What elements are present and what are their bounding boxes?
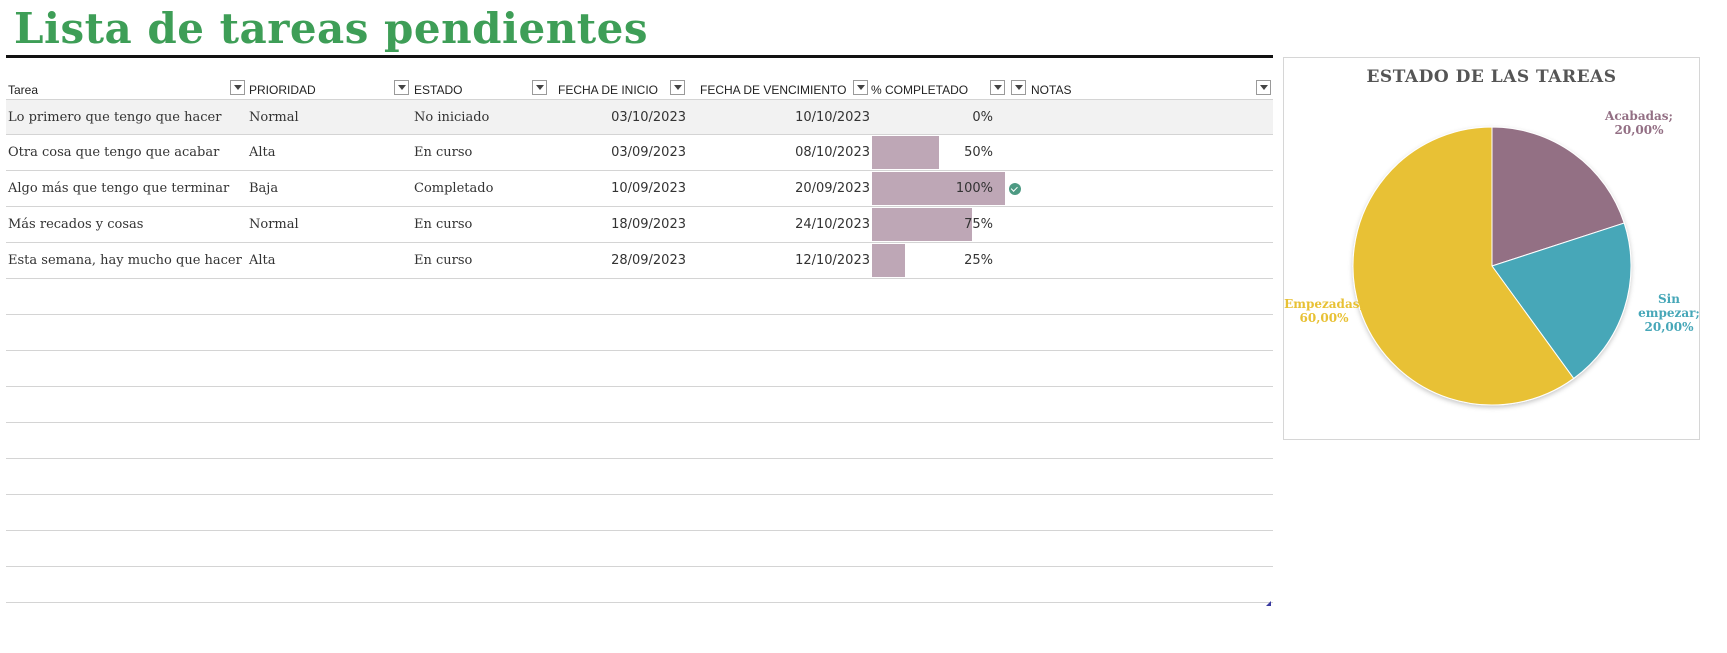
task-table: Tarea PRIORIDAD ESTADO FECHA DE INICIO F… [6,77,1273,603]
empty-row-cell[interactable] [8,495,1258,530]
task-name-cell[interactable]: Otra cosa que tengo que acabar [8,145,220,160]
filter-notes-dropdown-icon[interactable] [1256,80,1271,95]
start-date-cell[interactable]: 03/10/2023 [611,110,686,125]
page-title: Lista de tareas pendientes [14,4,648,53]
priority-cell[interactable]: Alta [249,145,276,160]
table-header: Tarea PRIORIDAD ESTADO FECHA DE INICIO F… [6,77,1273,99]
column-header-due-date: FECHA DE VENCIMIENTO [700,83,847,97]
table-row[interactable] [6,279,1273,315]
pie-slice[interactable] [1352,126,1575,406]
empty-row-cell[interactable] [8,279,1258,314]
pie-svg: Acabadas; 20,00% Sin empezar; 20,00% Empezada… [1284,109,1700,406]
column-header-status: ESTADO [414,83,463,97]
priority-cell[interactable]: Normal [249,110,299,125]
start-date-cell[interactable]: 18/09/2023 [611,217,686,232]
task-name-cell[interactable]: Esta semana, hay mucho que hacer [8,253,242,268]
table-row[interactable] [6,459,1273,495]
table-resize-handle[interactable] [1266,601,1271,606]
due-date-cell[interactable]: 10/10/2023 [795,110,870,125]
empty-row-cell[interactable] [8,315,1258,350]
progress-bar [872,136,939,169]
pie-slice[interactable] [1491,126,1625,267]
percent-complete-cell[interactable]: 0% [972,110,993,125]
empty-row-cell[interactable] [8,567,1258,602]
status-cell[interactable]: En curso [414,145,473,160]
table-row[interactable] [6,387,1273,423]
progress-bar [872,172,1005,205]
percent-complete-cell[interactable]: 50% [964,145,993,160]
due-date-cell[interactable]: 20/09/2023 [795,181,870,196]
pie-slice-label: Sin empezar; 20,00% [1638,292,1700,334]
percent-complete-cell[interactable]: 100% [955,181,993,196]
status-cell[interactable]: Completado [414,181,494,196]
pie-slice-label: Empezadas; 60,00% [1284,297,1364,325]
filter-notes-left-dropdown-icon[interactable] [1011,80,1026,95]
table-row[interactable] [6,315,1273,351]
empty-row-cell[interactable] [8,531,1258,566]
start-date-cell[interactable]: 03/09/2023 [611,145,686,160]
empty-row-cell[interactable] [8,351,1258,386]
column-header-percent: % COMPLETADO [871,83,969,97]
status-cell[interactable]: En curso [414,253,473,268]
priority-cell[interactable]: Baja [249,181,279,196]
table-row[interactable]: Más recados y cosas Normal En curso 18/09/2… [6,207,1273,243]
due-date-cell[interactable]: 12/10/2023 [795,253,870,268]
empty-row-cell[interactable] [8,423,1258,458]
table-row[interactable] [6,531,1273,567]
due-date-cell[interactable]: 24/10/2023 [795,217,870,232]
filter-due-date-dropdown-icon[interactable] [853,80,868,95]
status-cell[interactable]: No iniciado [414,110,490,125]
filter-task-dropdown-icon[interactable] [230,80,245,95]
column-header-task: Tarea [8,83,39,97]
table-row[interactable]: Lo primero que tengo que hacer Normal No i… [6,99,1273,135]
priority-cell[interactable]: Alta [249,253,276,268]
task-name-cell[interactable]: Lo primero que tengo que hacer [8,110,222,125]
table-row[interactable] [6,351,1273,387]
table-row[interactable] [6,423,1273,459]
notes-cell[interactable] [1031,100,1261,135]
column-header-priority: PRIORIDAD [249,83,316,97]
progress-bar [872,208,972,241]
empty-row-cell[interactable] [8,387,1258,422]
status-pie-chart: ESTADO DE LAS TAREAS Acabadas; 20,00% Sin e… [1283,57,1700,440]
task-name-cell[interactable]: Algo más que tengo que terminar [8,181,230,196]
pie-slice[interactable] [1491,222,1632,380]
notes-cell[interactable] [1031,171,1261,206]
table-row[interactable]: Esta semana, hay mucho que hacer Alta En c… [6,243,1273,279]
pie-slice-label: Acabadas; 20,00% [1604,109,1673,137]
filter-priority-dropdown-icon[interactable] [394,80,409,95]
table-body: Lo primero que tengo que hacer Normal No i… [6,99,1273,603]
priority-cell[interactable]: Normal [249,217,299,232]
chart-title: ESTADO DE LAS TAREAS [1366,67,1617,87]
empty-row-cell[interactable] [8,459,1258,494]
notes-cell[interactable] [1031,207,1261,242]
title-underline [6,55,1273,58]
notes-cell[interactable] [1031,135,1261,170]
table-row[interactable]: Otra cosa que tengo que acabar Alta En cur… [6,135,1273,171]
filter-start-date-dropdown-icon[interactable] [670,80,685,95]
start-date-cell[interactable]: 10/09/2023 [611,181,686,196]
progress-bar [872,244,905,277]
filter-percent-dropdown-icon[interactable] [990,80,1005,95]
notes-cell[interactable] [1031,243,1261,278]
start-date-cell[interactable]: 28/09/2023 [611,253,686,268]
filter-status-dropdown-icon[interactable] [532,80,547,95]
percent-complete-cell[interactable]: 75% [964,217,993,232]
table-row[interactable] [6,567,1273,603]
status-cell[interactable]: En curso [414,217,473,232]
column-header-start-date: FECHA DE INICIO [558,83,659,97]
due-date-cell[interactable]: 08/10/2023 [795,145,870,160]
task-name-cell[interactable]: Más recados y cosas [8,217,144,232]
check-circle-icon [1009,183,1021,195]
percent-complete-cell[interactable]: 25% [964,253,993,268]
column-header-notes: NOTAS [1031,83,1072,97]
table-row[interactable]: Algo más que tengo que terminar Baja Compl… [6,171,1273,207]
table-row[interactable] [6,495,1273,531]
